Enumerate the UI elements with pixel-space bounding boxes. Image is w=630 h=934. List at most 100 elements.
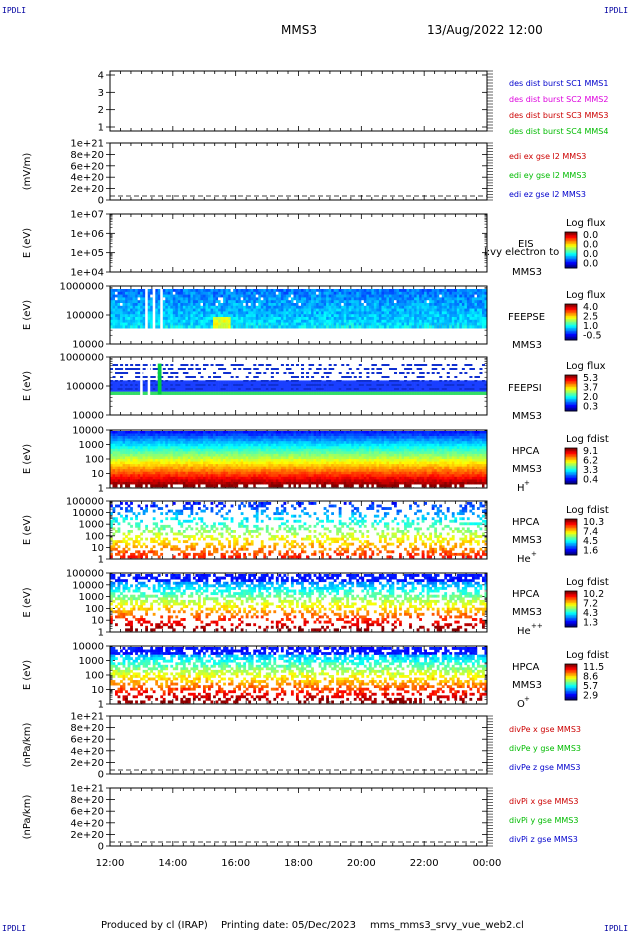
spectrogram-cell xyxy=(381,291,385,295)
spectrogram-cell xyxy=(321,308,324,312)
spectrogram-cell xyxy=(180,474,184,478)
spectrogram-cell xyxy=(147,479,151,483)
spectrogram-cell xyxy=(338,305,342,309)
spectrogram-cell xyxy=(152,433,156,437)
spectrogram-cell xyxy=(444,384,448,386)
spectrogram-cell xyxy=(409,311,412,315)
spectrogram-cell xyxy=(150,300,154,304)
spectrogram-cell xyxy=(155,481,159,485)
spectrogram-cell xyxy=(187,308,191,312)
spectrogram-cell xyxy=(165,388,169,390)
spectrogram-cell xyxy=(218,443,221,447)
spectrogram-cell xyxy=(220,451,224,455)
spectrogram-cell xyxy=(429,319,433,323)
spectrogram-cell xyxy=(162,289,166,293)
spectrogram-cell xyxy=(228,438,231,442)
spectrogram-cell xyxy=(185,317,189,321)
spectrogram-cell xyxy=(436,322,440,326)
spectrogram-cell xyxy=(434,291,438,295)
spectrogram-cell xyxy=(235,317,239,321)
spectrogram-cell xyxy=(202,300,206,304)
spectrogram-cell xyxy=(260,325,264,329)
spectrogram-cell xyxy=(150,297,154,301)
spectrogram-cell xyxy=(170,364,174,366)
spectrogram-cell xyxy=(225,317,229,321)
spectrogram-cell xyxy=(341,303,344,306)
spectrogram-cell xyxy=(210,461,214,465)
spectrogram-cell xyxy=(170,305,174,309)
colorbar-cell xyxy=(565,317,577,320)
spectrogram-cell xyxy=(318,314,322,318)
spectrogram-cell xyxy=(323,319,327,323)
spectrogram-cell xyxy=(172,469,176,473)
spectrogram-cell xyxy=(399,325,402,329)
spectrogram-cell xyxy=(295,308,299,312)
spectrogram-cell xyxy=(132,466,136,470)
spectrogram-cell xyxy=(346,289,350,293)
spectrogram-cell xyxy=(160,479,164,483)
colorbar-cell xyxy=(565,375,577,377)
spectrogram-cell xyxy=(476,391,480,395)
spectrogram-cell xyxy=(441,291,445,295)
spectrogram-cell xyxy=(208,446,211,450)
spectrogram-cell xyxy=(250,289,254,293)
spectrogram-cell xyxy=(225,303,229,307)
spectrogram-cell xyxy=(225,311,229,315)
spectrogram-cell xyxy=(230,380,234,392)
spectrogram-cell xyxy=(233,364,237,366)
spectrogram-cell xyxy=(306,311,309,315)
spectrogram-cell xyxy=(172,484,176,488)
spectrogram-cell xyxy=(162,436,166,439)
spectrogram-cell xyxy=(288,291,292,295)
spectrogram-cell xyxy=(157,433,161,437)
spectrogram-cell xyxy=(142,481,146,485)
spectrogram-cell xyxy=(348,388,352,390)
spectrogram-cell xyxy=(346,372,350,374)
spectrogram-cell xyxy=(459,311,463,315)
spectrogram-cell xyxy=(230,319,234,323)
spectrogram-cell xyxy=(409,317,412,321)
spectrogram-cell xyxy=(110,303,113,307)
spectrogram-cell xyxy=(200,308,204,312)
spectrogram-cell xyxy=(238,308,241,312)
spectrogram-cell xyxy=(112,459,116,462)
spectrogram-cell xyxy=(137,456,141,460)
spectrogram-cell xyxy=(172,443,176,447)
spectrogram-cell xyxy=(195,446,199,450)
spectrogram-cell xyxy=(326,289,329,293)
spectrogram-cell xyxy=(157,481,161,485)
spectrogram-cell xyxy=(248,317,252,321)
spectrogram-cell xyxy=(157,461,161,465)
spectrogram-cell xyxy=(285,364,289,366)
spectrogram-cell xyxy=(172,431,176,434)
spectrogram-cell xyxy=(155,471,159,475)
spectrogram-cell xyxy=(122,291,126,295)
spectrogram-cell xyxy=(343,325,347,329)
spectrogram-cell xyxy=(331,308,334,312)
spectrogram-cell xyxy=(175,466,179,470)
spectrogram-cell xyxy=(112,289,116,293)
spectrogram-cell xyxy=(273,300,277,304)
spectrogram-cell xyxy=(469,297,473,301)
spectrogram-cell xyxy=(356,308,360,312)
spectrogram-cell xyxy=(180,364,184,366)
spectrogram-cell xyxy=(388,314,392,318)
spectrogram-cell xyxy=(115,453,118,457)
spectrogram-cell xyxy=(285,297,289,301)
spectrogram-cell xyxy=(311,376,315,378)
spectrogram-cell xyxy=(386,364,390,366)
spectrogram-cell xyxy=(260,319,264,323)
spectrogram-cell xyxy=(165,291,169,295)
spectrogram-cell xyxy=(208,376,212,378)
spectrogram-cell xyxy=(195,466,199,470)
spectrogram-cell xyxy=(210,476,214,480)
spectrogram-cell xyxy=(215,451,219,455)
spectrogram-cell xyxy=(197,300,201,304)
spectrogram-cell xyxy=(419,291,422,295)
spectrogram-cell xyxy=(230,305,234,309)
spectrogram-cell xyxy=(185,297,189,301)
spectrogram-cell xyxy=(155,438,159,442)
spectrogram-cell xyxy=(132,433,136,437)
spectrogram-cell xyxy=(177,471,181,475)
spectrogram-cell xyxy=(396,297,400,301)
